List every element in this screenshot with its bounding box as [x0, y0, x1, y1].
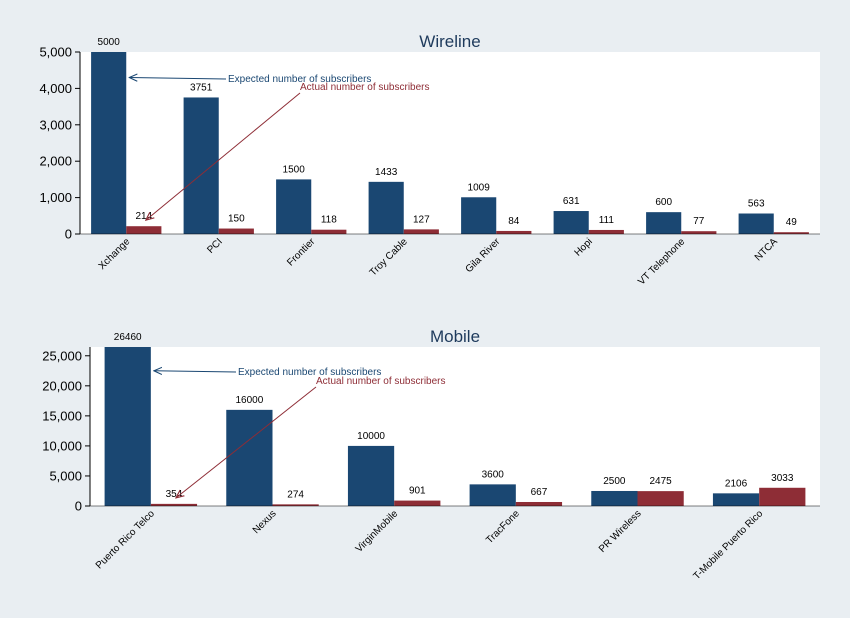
chart-wireline: Wireline 0 1,000 2,000 3,000 4,000 5,000 5000 21…	[39, 32, 820, 288]
bar-expected-frontier	[276, 179, 312, 234]
data-label: 118	[321, 215, 337, 226]
y-tick-label: 5,000	[39, 45, 72, 60]
category-label: Troy Cable	[368, 236, 410, 278]
bar-expected-pci	[183, 97, 219, 235]
data-label: 1500	[283, 164, 306, 175]
bar-actual-virginmobile	[394, 500, 441, 506]
annotation-label: Expected number of subscribers	[228, 74, 371, 85]
data-label: 631	[563, 196, 580, 207]
annotation-label: Actual number of subscribers	[300, 82, 430, 93]
y-tick-label: 4,000	[39, 81, 72, 96]
y-tick-label: 5,000	[49, 468, 82, 483]
plot-area	[90, 347, 820, 506]
bar-actual-tracfone	[515, 501, 563, 506]
data-label: 26460	[114, 332, 142, 343]
data-label: 3600	[482, 469, 505, 480]
y-tick-label: 2,000	[39, 154, 72, 169]
annotation-arrow	[129, 77, 227, 79]
bar-actual-gila-river	[496, 230, 532, 234]
bar-expected-xchange	[91, 52, 127, 234]
bar-actual-xchange	[126, 226, 162, 234]
data-label: 2106	[725, 478, 748, 489]
data-label: 10000	[357, 431, 385, 442]
bar-actual-ntca	[773, 232, 809, 234]
data-label: 354	[166, 489, 183, 500]
bar-expected-t-mobile-puerto-rico	[712, 493, 760, 506]
y-tick-label: 15,000	[42, 408, 82, 423]
data-label: 127	[413, 214, 430, 225]
data-label: 150	[228, 214, 245, 225]
data-label: 563	[748, 199, 765, 210]
bar-expected-pr-wireless	[591, 490, 638, 506]
category-label: Gila River	[464, 236, 503, 275]
category-label: Frontier	[285, 236, 318, 269]
category-label: TracFone	[484, 508, 522, 546]
bar-actual-pci	[218, 228, 254, 234]
bar-expected-gila-river	[461, 197, 497, 234]
bar-expected-virginmobile	[347, 445, 395, 506]
category-label: Nexus	[251, 508, 279, 536]
data-label: 3751	[190, 82, 213, 93]
y-tick-label: 0	[65, 227, 72, 242]
category-label: PR Wireless	[597, 508, 644, 555]
annotation-label: Actual number of subscribers	[316, 376, 446, 387]
data-label: 5000	[98, 37, 121, 48]
data-label: 214	[135, 211, 152, 222]
annotation-arrow	[176, 386, 317, 498]
data-label: 274	[287, 489, 304, 500]
bar-actual-t-mobile-puerto-rico	[759, 487, 806, 506]
bar-expected-puerto-rico-telco	[104, 347, 151, 506]
annotation-arrow	[154, 371, 237, 372]
data-label: 901	[409, 486, 426, 497]
data-label: 1009	[468, 182, 491, 193]
category-label: PCI	[205, 236, 225, 256]
category-label: Puerto Rico Telco	[94, 508, 157, 571]
data-label: 2500	[603, 476, 626, 487]
bar-actual-puerto-rico-telco	[150, 503, 198, 506]
bar-actual-hopi	[588, 229, 624, 234]
category-label: VirginMobile	[354, 508, 401, 555]
y-tick-label: 3,000	[39, 117, 72, 132]
data-label: 1433	[375, 167, 398, 178]
bar-expected-hopi	[553, 211, 589, 234]
y-tick-label: 1,000	[39, 190, 72, 205]
y-tick-label: 25,000	[42, 348, 82, 363]
data-label: 667	[531, 487, 548, 498]
data-label: 77	[693, 216, 705, 227]
data-label: 16000	[235, 395, 263, 406]
bar-expected-troy-cable	[368, 181, 404, 234]
bar-expected-tracfone	[469, 484, 516, 506]
chart-title: Mobile	[430, 327, 480, 346]
chart-mobile: Mobile 0 5,000 10,000 15,000 20,000 25,000 2646…	[42, 327, 820, 582]
bar-expected-nexus	[226, 409, 273, 506]
bar-expected-ntca	[738, 213, 774, 234]
category-label: T-Mobile Puerto Rico	[691, 508, 765, 582]
bar-actual-nexus	[272, 504, 319, 506]
chart-title: Wireline	[419, 32, 480, 51]
data-label: 600	[655, 197, 672, 208]
bar-actual-vt-telephone	[681, 231, 717, 234]
y-tick-label: 0	[75, 499, 82, 514]
bar-expected-vt-telephone	[646, 212, 682, 234]
category-label: NTCA	[753, 236, 780, 263]
category-label: Hopi	[573, 236, 595, 258]
data-label: 111	[599, 215, 615, 226]
annotation-label: Expected number of subscribers	[238, 367, 381, 378]
data-label: 49	[786, 217, 798, 228]
data-label: 3033	[771, 473, 794, 484]
data-label: 2475	[649, 476, 672, 487]
data-label: 84	[508, 216, 520, 227]
y-tick-label: 20,000	[42, 378, 82, 393]
bar-actual-frontier	[311, 229, 347, 234]
y-tick-label: 10,000	[42, 438, 82, 453]
category-label: Xchange	[97, 236, 133, 272]
bar-actual-pr-wireless	[637, 491, 684, 506]
bar-actual-troy-cable	[403, 229, 439, 234]
category-label: VT Telephone	[636, 236, 687, 287]
annotation-arrow	[146, 92, 301, 220]
